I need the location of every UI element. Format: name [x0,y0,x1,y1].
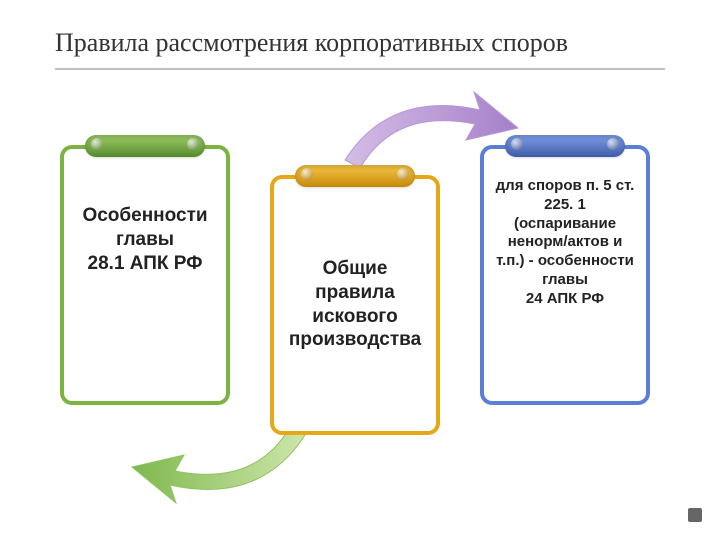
card-green: Особенности главы28.1 АПК РФ [60,145,230,405]
card-green-text: Особенности главы28.1 АПК РФ [64,204,226,275]
page-title: Правила рассмотрения корпоративных споро… [55,28,665,58]
title-underline [55,68,665,70]
card-blue-text: для споров п. 5 ст. 225. 1 (оспаривание … [484,177,646,308]
corner-marker [688,508,702,522]
clip-green [85,135,205,157]
card-orange: Общие правила искового производства [270,175,440,435]
clip-orange [295,165,415,187]
card-blue: для споров п. 5 ст. 225. 1 (оспаривание … [480,145,650,405]
clip-blue [505,135,625,157]
card-orange-text: Общие правила искового производства [274,257,436,352]
